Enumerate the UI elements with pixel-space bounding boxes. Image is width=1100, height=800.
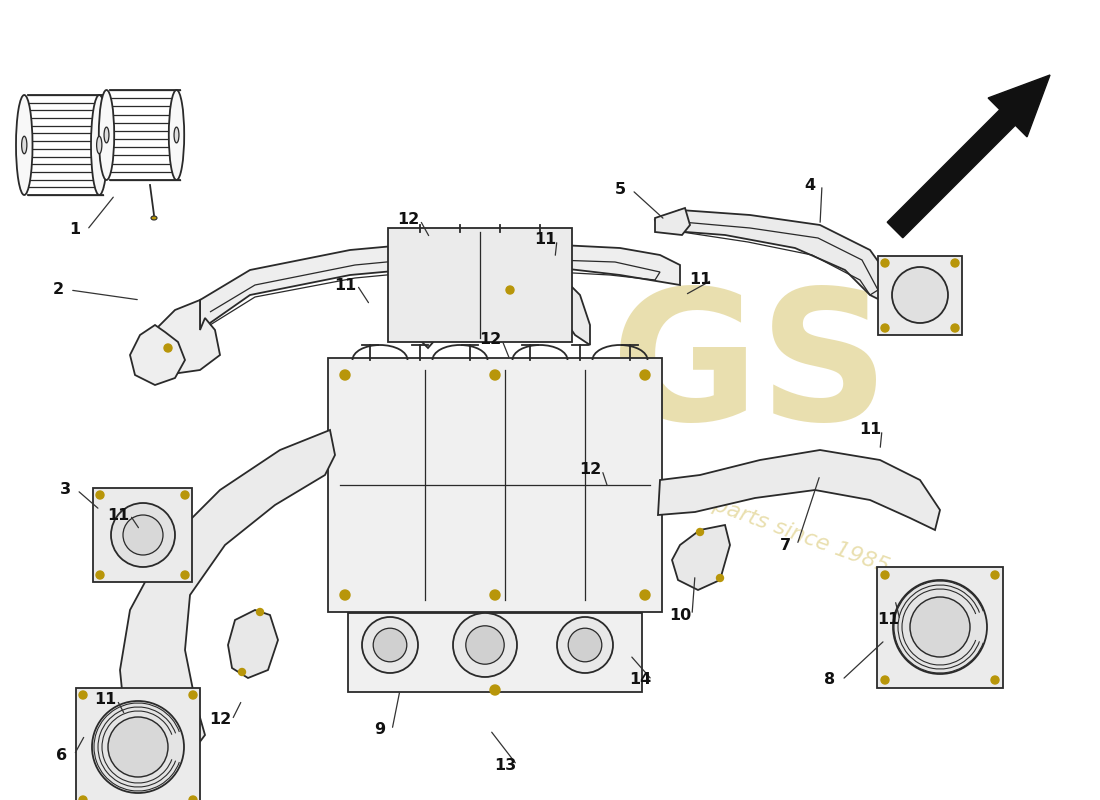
Text: 11: 11 — [94, 693, 117, 707]
Circle shape — [991, 676, 999, 684]
Circle shape — [92, 701, 184, 793]
Polygon shape — [654, 208, 690, 235]
Circle shape — [182, 571, 189, 579]
Text: 5: 5 — [615, 182, 626, 198]
Circle shape — [256, 609, 264, 615]
Polygon shape — [120, 430, 336, 760]
Circle shape — [952, 324, 959, 332]
Circle shape — [340, 370, 350, 380]
Circle shape — [340, 590, 350, 600]
Circle shape — [123, 515, 163, 555]
Circle shape — [96, 491, 104, 499]
Ellipse shape — [91, 95, 108, 195]
Ellipse shape — [174, 127, 179, 143]
Polygon shape — [420, 268, 590, 348]
Circle shape — [465, 626, 504, 664]
Circle shape — [79, 796, 87, 800]
Circle shape — [893, 580, 987, 674]
Polygon shape — [130, 325, 185, 385]
Circle shape — [490, 685, 500, 695]
Circle shape — [952, 259, 959, 267]
Polygon shape — [658, 450, 940, 530]
Circle shape — [991, 571, 999, 579]
FancyBboxPatch shape — [877, 567, 1003, 688]
Circle shape — [96, 571, 104, 579]
Text: 11: 11 — [334, 278, 356, 293]
FancyBboxPatch shape — [328, 358, 662, 612]
Ellipse shape — [151, 216, 157, 220]
Ellipse shape — [168, 90, 184, 180]
Text: 3: 3 — [59, 482, 70, 498]
Text: 11: 11 — [877, 613, 899, 627]
Text: 11: 11 — [107, 507, 129, 522]
Polygon shape — [200, 240, 680, 330]
Text: 7: 7 — [780, 538, 791, 553]
Text: 11: 11 — [859, 422, 881, 438]
Circle shape — [557, 617, 613, 673]
Text: 9: 9 — [374, 722, 386, 738]
Circle shape — [239, 669, 245, 675]
Polygon shape — [228, 610, 278, 678]
Circle shape — [910, 597, 970, 657]
Circle shape — [490, 590, 500, 600]
Ellipse shape — [97, 136, 102, 154]
Circle shape — [111, 503, 175, 567]
Circle shape — [881, 571, 889, 579]
Circle shape — [453, 613, 517, 677]
Text: 12: 12 — [209, 713, 231, 727]
Circle shape — [892, 267, 948, 323]
Text: 2: 2 — [53, 282, 64, 298]
Text: GS: GS — [610, 282, 889, 458]
Circle shape — [640, 370, 650, 380]
Circle shape — [881, 676, 889, 684]
Circle shape — [881, 259, 889, 267]
Circle shape — [189, 796, 197, 800]
Ellipse shape — [104, 127, 109, 143]
Text: 11: 11 — [534, 233, 557, 247]
Text: 12: 12 — [397, 213, 419, 227]
Circle shape — [182, 491, 189, 499]
FancyBboxPatch shape — [878, 256, 962, 335]
Text: 12: 12 — [478, 333, 502, 347]
Circle shape — [716, 574, 724, 582]
Circle shape — [164, 344, 172, 352]
Text: 4: 4 — [804, 178, 815, 193]
Text: a passion for parts since 1985: a passion for parts since 1985 — [569, 443, 891, 577]
FancyBboxPatch shape — [94, 488, 192, 582]
Text: 12: 12 — [579, 462, 601, 478]
FancyBboxPatch shape — [388, 228, 572, 342]
Circle shape — [373, 628, 407, 662]
Circle shape — [696, 529, 704, 535]
Text: 13: 13 — [494, 758, 516, 773]
Ellipse shape — [99, 90, 114, 180]
Circle shape — [362, 617, 418, 673]
Circle shape — [569, 628, 602, 662]
Circle shape — [108, 717, 168, 777]
FancyBboxPatch shape — [348, 613, 642, 692]
Text: 14: 14 — [629, 673, 651, 687]
Circle shape — [881, 324, 889, 332]
FancyArrow shape — [888, 75, 1050, 238]
FancyBboxPatch shape — [76, 688, 200, 800]
Text: 6: 6 — [56, 747, 67, 762]
Text: 11: 11 — [689, 273, 711, 287]
Circle shape — [640, 590, 650, 600]
Polygon shape — [150, 300, 220, 375]
Circle shape — [79, 691, 87, 699]
Circle shape — [189, 691, 197, 699]
Ellipse shape — [22, 136, 26, 154]
Text: 1: 1 — [69, 222, 80, 238]
Circle shape — [490, 370, 500, 380]
Circle shape — [506, 286, 514, 294]
Text: 10: 10 — [669, 607, 691, 622]
Text: 8: 8 — [824, 673, 836, 687]
Ellipse shape — [16, 95, 33, 195]
Polygon shape — [654, 210, 895, 300]
Polygon shape — [672, 525, 730, 590]
